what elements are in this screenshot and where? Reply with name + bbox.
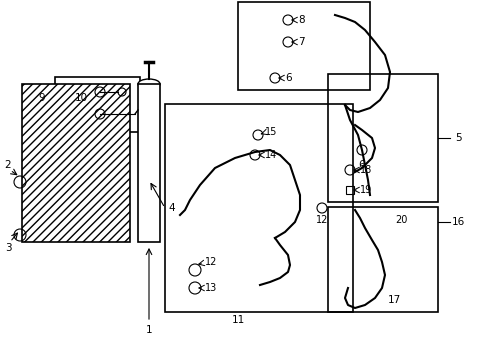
Bar <box>165 104 353 312</box>
Text: 18: 18 <box>360 165 372 175</box>
Text: 6: 6 <box>285 73 292 83</box>
Text: 9: 9 <box>39 93 45 103</box>
Text: 14: 14 <box>265 150 277 160</box>
Text: 11: 11 <box>231 315 245 325</box>
Bar <box>238 2 370 90</box>
Text: 1: 1 <box>146 325 152 335</box>
Text: 5: 5 <box>455 133 461 143</box>
Text: 2: 2 <box>5 160 11 170</box>
Text: 6: 6 <box>359 160 366 170</box>
Text: 15: 15 <box>265 127 277 137</box>
Text: 12: 12 <box>316 215 328 225</box>
Text: 4: 4 <box>169 203 175 213</box>
Text: 20: 20 <box>395 215 407 225</box>
Text: 7: 7 <box>298 37 305 47</box>
Text: 13: 13 <box>205 283 217 293</box>
Text: 17: 17 <box>388 295 401 305</box>
Text: 3: 3 <box>5 243 11 253</box>
Bar <box>328 207 438 312</box>
Text: 16: 16 <box>451 217 465 227</box>
Bar <box>138 84 160 242</box>
Bar <box>22 84 130 242</box>
Text: 19: 19 <box>360 185 372 195</box>
Bar <box>55 77 140 132</box>
Ellipse shape <box>138 79 160 89</box>
Bar <box>328 74 438 202</box>
Text: 10: 10 <box>75 93 88 103</box>
Text: 8: 8 <box>298 15 305 25</box>
Text: 12: 12 <box>205 257 218 267</box>
Bar <box>346 186 354 194</box>
